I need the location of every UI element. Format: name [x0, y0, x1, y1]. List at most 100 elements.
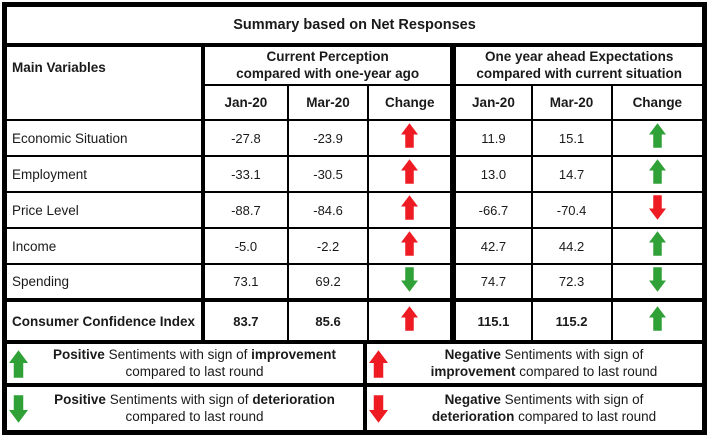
table-row-spending: Spending 73.1 69.2 74.7 72.3	[7, 263, 702, 301]
expectation-change-cell	[610, 298, 702, 340]
perception-group-line1: Current Perception	[266, 49, 389, 65]
expectation-jan-value: 13.0	[450, 155, 533, 193]
net-responses-table: Main Variables Current Perception compar…	[7, 47, 702, 340]
red-down-arrow-icon	[369, 394, 388, 423]
perception-group-line2: compared with one-year ago	[236, 65, 420, 81]
legend-sign: deterioration	[252, 391, 335, 407]
row-label: Consumer Confidence Index	[7, 298, 205, 340]
expectation-jan-value: 11.9	[450, 119, 533, 157]
change-arrow-icon	[401, 231, 419, 256]
red-up-arrow-icon	[369, 349, 388, 378]
legend-text: Negative Sentiments with sign of deterio…	[388, 392, 700, 426]
row-label: Spending	[7, 263, 205, 301]
table-row-employment: Employment -33.1 -30.5 13.0 14.7	[7, 155, 702, 193]
legend-text: Positive Sentiments with sign of deterio…	[28, 392, 361, 426]
legend-tail: compared to last round	[519, 363, 658, 379]
table-row-economic-situation: Economic Situation -27.8 -23.9 11.9 15.1	[7, 119, 702, 157]
legend-tail: compared to last round	[518, 408, 657, 424]
legend-text: Positive Sentiments with sign of improve…	[28, 347, 361, 381]
expectation-change-cell	[610, 119, 702, 157]
row-label: Income	[7, 227, 205, 265]
perception-mar-value: -30.5	[286, 155, 370, 193]
legend-mid: Sentiments with sign of	[504, 346, 644, 362]
perception-mar-value: -23.9	[286, 119, 370, 157]
perception-group-header: Current Perception compared with one-yea…	[201, 47, 455, 86]
expectation-mar-value: 15.1	[530, 119, 613, 157]
perception-mar-value: -2.2	[286, 227, 370, 265]
legend-item-negative-improvement: Negative Sentiments with sign of improve…	[367, 344, 702, 387]
expectation-mar-value: 115.2	[530, 298, 613, 340]
expectation-change-cell	[610, 263, 702, 301]
row-label: Price Level	[7, 191, 205, 229]
perception-mar-value: 69.2	[286, 263, 370, 301]
change-arrow-icon	[648, 266, 666, 292]
perception-jan-value: -5.0	[201, 227, 290, 265]
legend-tail: compared to last round	[125, 363, 264, 379]
legend-text: Negative Sentiments with sign of improve…	[388, 347, 700, 381]
legend-sentiment: Positive	[54, 391, 106, 407]
change-arrow-icon	[401, 195, 419, 220]
change-arrow-icon	[648, 159, 666, 184]
perception-mar-value: -84.6	[286, 191, 370, 229]
expectation-change-header: Change	[610, 84, 702, 121]
perception-jan-value: 73.1	[201, 263, 290, 301]
perception-change-cell	[367, 155, 455, 193]
expectation-jan-value: -66.7	[450, 191, 533, 229]
table-row-price-level: Price Level -88.7 -84.6 -66.7 -70.4	[7, 191, 702, 229]
perception-change-cell	[367, 227, 455, 265]
legend-mid: Sentiments with sign of	[108, 346, 248, 362]
expectation-mar-value: 44.2	[530, 227, 613, 265]
change-arrow-icon	[401, 159, 419, 184]
expectations-group-line1: One year ahead Expectations	[485, 49, 674, 65]
table-row-income: Income -5.0 -2.2 42.7 44.2	[7, 227, 702, 265]
perception-change-cell	[367, 191, 455, 229]
legend-tail: compared to last round	[125, 408, 264, 424]
perception-jan-value: -27.8	[201, 119, 290, 157]
perception-mar-value: 85.6	[286, 298, 370, 340]
header-period-row: Jan-20 Mar-20 Change Jan-20 Mar-20 Chang…	[7, 84, 702, 121]
expectations-group-line2: compared with current situation	[476, 65, 682, 81]
perception-jan-value: 83.7	[201, 298, 290, 340]
change-arrow-icon	[401, 123, 419, 148]
legend-sentiment: Negative	[444, 391, 501, 407]
expectation-change-cell	[610, 191, 702, 229]
legend-item-positive-improvement: Positive Sentiments with sign of improve…	[7, 344, 367, 387]
row-label: Economic Situation	[7, 119, 205, 157]
table-title: Summary based on Net Responses	[7, 7, 702, 47]
expectation-change-cell	[610, 227, 702, 265]
legend-sign: deterioration	[431, 408, 515, 424]
header-group-row: Main Variables Current Perception compar…	[7, 47, 702, 121]
change-arrow-icon	[648, 306, 666, 331]
change-arrow-icon	[648, 195, 666, 220]
perception-jan-value: -33.1	[201, 155, 290, 193]
perception-mar-header: Mar-20	[286, 84, 370, 121]
expectation-change-cell	[610, 155, 702, 193]
table-row-consumer-confidence-index: Consumer Confidence Index 83.7 85.6 115.…	[7, 298, 702, 340]
expectation-mar-value: -70.4	[530, 191, 613, 229]
legend-mid: Sentiments with sign of	[109, 391, 249, 407]
legend-item-positive-deterioration: Positive Sentiments with sign of deterio…	[7, 387, 367, 430]
legend-mid: Sentiments with sign of	[504, 391, 644, 407]
change-arrow-icon	[648, 231, 666, 256]
expectation-jan-value: 74.7	[450, 263, 533, 301]
expectation-jan-value: 115.1	[450, 298, 533, 340]
expectation-mar-header: Mar-20	[530, 84, 613, 121]
legend-sign: improvement	[251, 346, 336, 362]
legend-sign: improvement	[430, 363, 516, 379]
expectation-jan-header: Jan-20	[450, 84, 533, 121]
expectation-mar-value: 14.7	[530, 155, 613, 193]
legend-sentiment: Negative	[444, 346, 501, 362]
change-arrow-icon	[401, 306, 419, 331]
legend-item-negative-deterioration: Negative Sentiments with sign of deterio…	[367, 387, 702, 430]
perception-change-cell	[367, 263, 455, 301]
perception-change-cell	[367, 119, 455, 157]
expectation-mar-value: 72.3	[530, 263, 613, 301]
perception-jan-value: -88.7	[201, 191, 290, 229]
row-label: Employment	[7, 155, 205, 193]
perception-jan-header: Jan-20	[202, 84, 290, 121]
expectations-group-header: One year ahead Expectations compared wit…	[450, 47, 702, 86]
green-up-arrow-icon	[9, 349, 28, 378]
green-down-arrow-icon	[9, 394, 28, 423]
perception-change-cell	[367, 298, 455, 340]
